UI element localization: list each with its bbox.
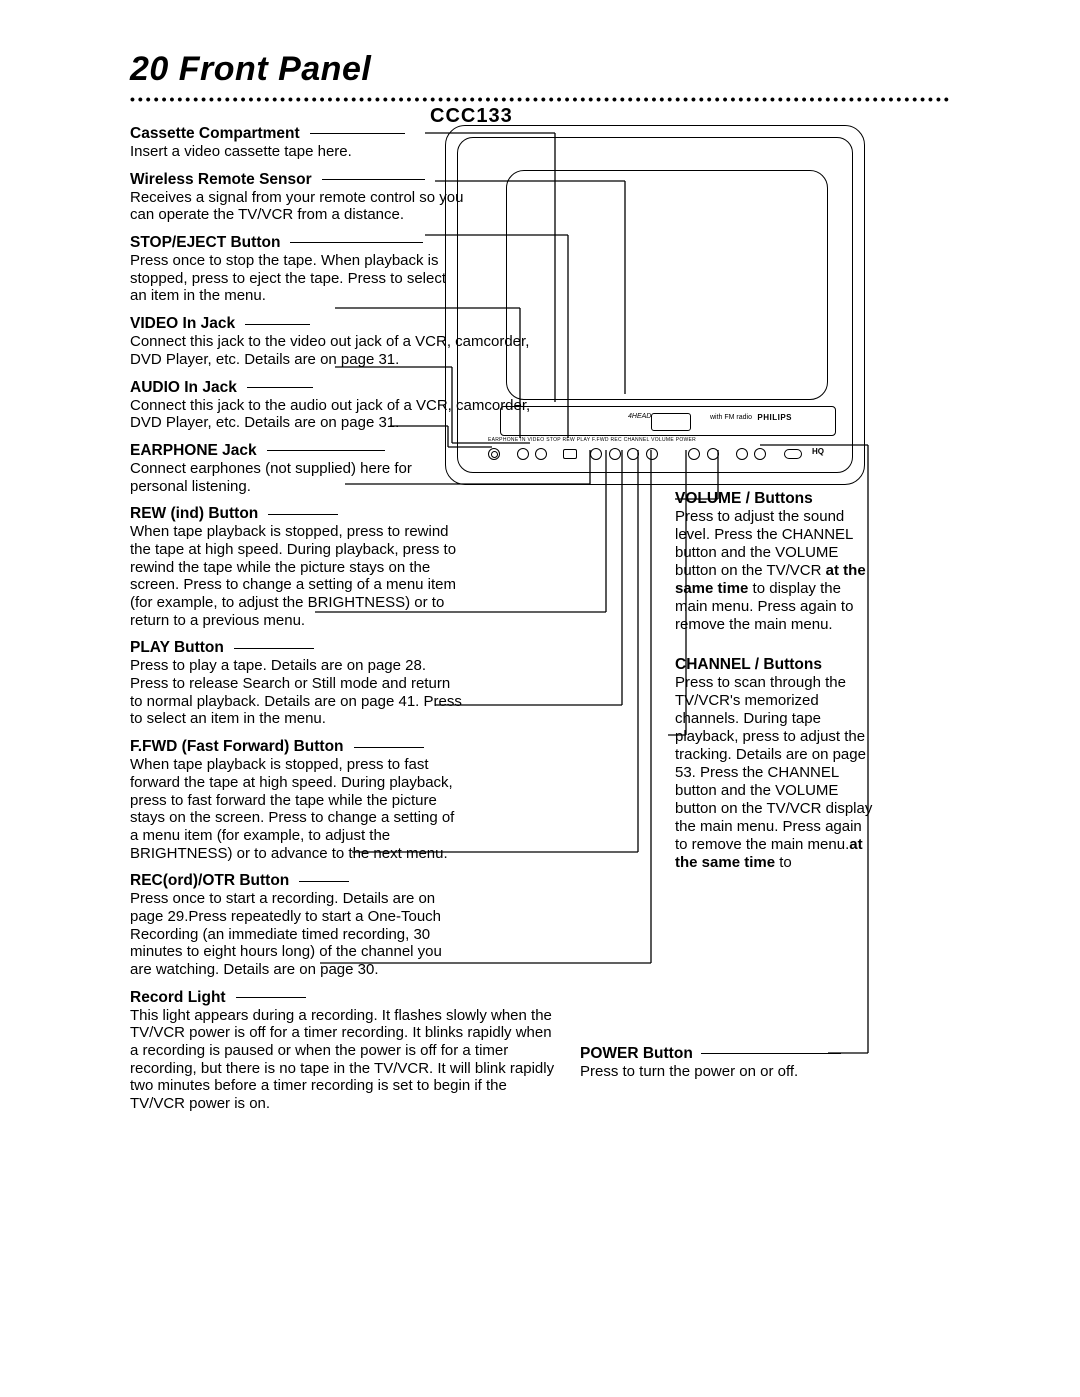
entry-heading: STOP/EJECT Button: [130, 234, 465, 252]
volume-down-icon: [754, 448, 766, 460]
entry-reclight: Record LightThis light appears during a …: [130, 989, 465, 1113]
entry-body: Press once to stop the tape. When playba…: [130, 252, 465, 305]
ffwd-button-icon: [627, 448, 639, 460]
hq-label: HQ: [812, 447, 824, 456]
leader-rule: [247, 387, 313, 388]
entry-heading: Record Light: [130, 989, 465, 1007]
audio-jack-icon: [535, 448, 547, 460]
entry-body: Press to adjust the sound level. Press t…: [675, 508, 875, 634]
volume-up-icon: [736, 448, 748, 460]
entry-heading: Wireless Remote Sensor: [130, 171, 465, 189]
button-row-labels: EARPHONE IN VIDEO STOP REW PLAY F.FWD RE…: [488, 437, 848, 443]
play-button-icon: [609, 448, 621, 460]
stop-button-icon: [563, 449, 577, 459]
leader-rule: [290, 242, 423, 243]
leader-rule: [236, 997, 306, 998]
entry-heading: Cassette Compartment: [130, 125, 465, 143]
entry-ffwd: F.FWD (Fast Forward) ButtonWhen tape pla…: [130, 738, 465, 862]
leader-rule: [267, 450, 385, 451]
power-heading: POWER Button: [580, 1045, 870, 1063]
page-header: 20 Front Panel •••••••••••••••••••••••••…: [130, 50, 950, 109]
fm-label: with FM radio: [710, 414, 752, 421]
entry-volume: VOLUME / ButtonsPress to adjust the soun…: [675, 490, 875, 634]
entry-rew: REW (ind) ButtonWhen tape playback is st…: [130, 505, 465, 629]
entry-body: When tape playback is stopped, press to …: [130, 756, 465, 862]
leader-rule: [245, 324, 310, 325]
entry-earphone: EARPHONE JackConnect earphones (not supp…: [130, 442, 465, 495]
leader-rule: [268, 514, 338, 515]
title-dots: ••••••••••••••••••••••••••••••••••••••••…: [130, 95, 950, 109]
page-number: 20: [130, 50, 169, 88]
power-body: Press to turn the power on or off.: [580, 1063, 870, 1080]
entry-heading: VOLUME / Buttons: [675, 490, 875, 508]
earphone-jack-icon: [488, 448, 500, 460]
entry-audio: AUDIO In JackConnect this jack to the au…: [130, 379, 465, 432]
entry-cassette: Cassette CompartmentInsert a video casse…: [130, 125, 465, 161]
leader-rule: [299, 881, 349, 882]
button-row: [488, 445, 848, 469]
entry-heading: PLAY Button: [130, 639, 465, 657]
entry-heading: CHANNEL / Buttons: [675, 656, 875, 674]
entry-heading: AUDIO In Jack: [130, 379, 465, 397]
page-title: 20 Front Panel: [130, 50, 950, 89]
entry-video: VIDEO In JackConnect this jack to the vi…: [130, 315, 465, 368]
entry-body: Press once to start a recording. Details…: [130, 890, 465, 978]
leader-rule: [234, 648, 314, 649]
entry-rec: REC(ord)/OTR ButtonPress once to start a…: [130, 872, 465, 978]
entry-heading: VIDEO In Jack: [130, 315, 465, 333]
leader-rule: [322, 179, 425, 180]
entry-stop: STOP/EJECT ButtonPress once to stop the …: [130, 234, 465, 305]
entry-body: This light appears during a recording. I…: [130, 1007, 560, 1113]
rew-button-icon: [590, 448, 602, 460]
entry-heading: F.FWD (Fast Forward) Button: [130, 738, 465, 756]
channel-up-icon: [688, 448, 700, 460]
leader-rule: [354, 747, 424, 748]
entry-sensor: Wireless Remote SensorReceives a signal …: [130, 171, 465, 224]
power-block: POWER Button Press to turn the power on …: [580, 1045, 870, 1080]
leader-rule: [310, 133, 405, 134]
entry-heading: REW (ind) Button: [130, 505, 465, 523]
entry-body: When tape playback is stopped, press to …: [130, 523, 465, 629]
entry-body: Connect earphones (not supplied) here fo…: [130, 460, 465, 495]
tv-inner-bezel: 4HEAD with FM radio PHILIPS EARPHONE IN …: [457, 137, 853, 473]
page-title-text: Front Panel: [179, 50, 372, 88]
tv-screen: [506, 170, 828, 400]
entry-heading: EARPHONE Jack: [130, 442, 465, 460]
cassette-door: [651, 413, 691, 431]
rec-button-icon: [646, 448, 658, 460]
power-button-icon: [784, 449, 802, 459]
left-column: Cassette CompartmentInsert a video casse…: [130, 125, 465, 1123]
brand-label: PHILIPS: [757, 413, 792, 422]
entry-body: Press to play a tape. Details are on pag…: [130, 657, 465, 728]
entry-play: PLAY ButtonPress to play a tape. Details…: [130, 639, 465, 728]
entry-body: Insert a video cassette tape here.: [130, 143, 465, 161]
right-column: VOLUME / ButtonsPress to adjust the soun…: [675, 490, 875, 894]
tv-diagram: 4HEAD with FM radio PHILIPS EARPHONE IN …: [445, 125, 865, 485]
video-jack-icon: [517, 448, 529, 460]
entry-channel: CHANNEL / ButtonsPress to scan through t…: [675, 656, 875, 872]
fourhead-label: 4HEAD: [628, 413, 651, 420]
entry-heading: REC(ord)/OTR Button: [130, 872, 465, 890]
entry-body: Press to scan through the TV/VCR's memor…: [675, 674, 875, 872]
entry-body: Receives a signal from your remote contr…: [130, 189, 465, 224]
channel-down-icon: [707, 448, 719, 460]
